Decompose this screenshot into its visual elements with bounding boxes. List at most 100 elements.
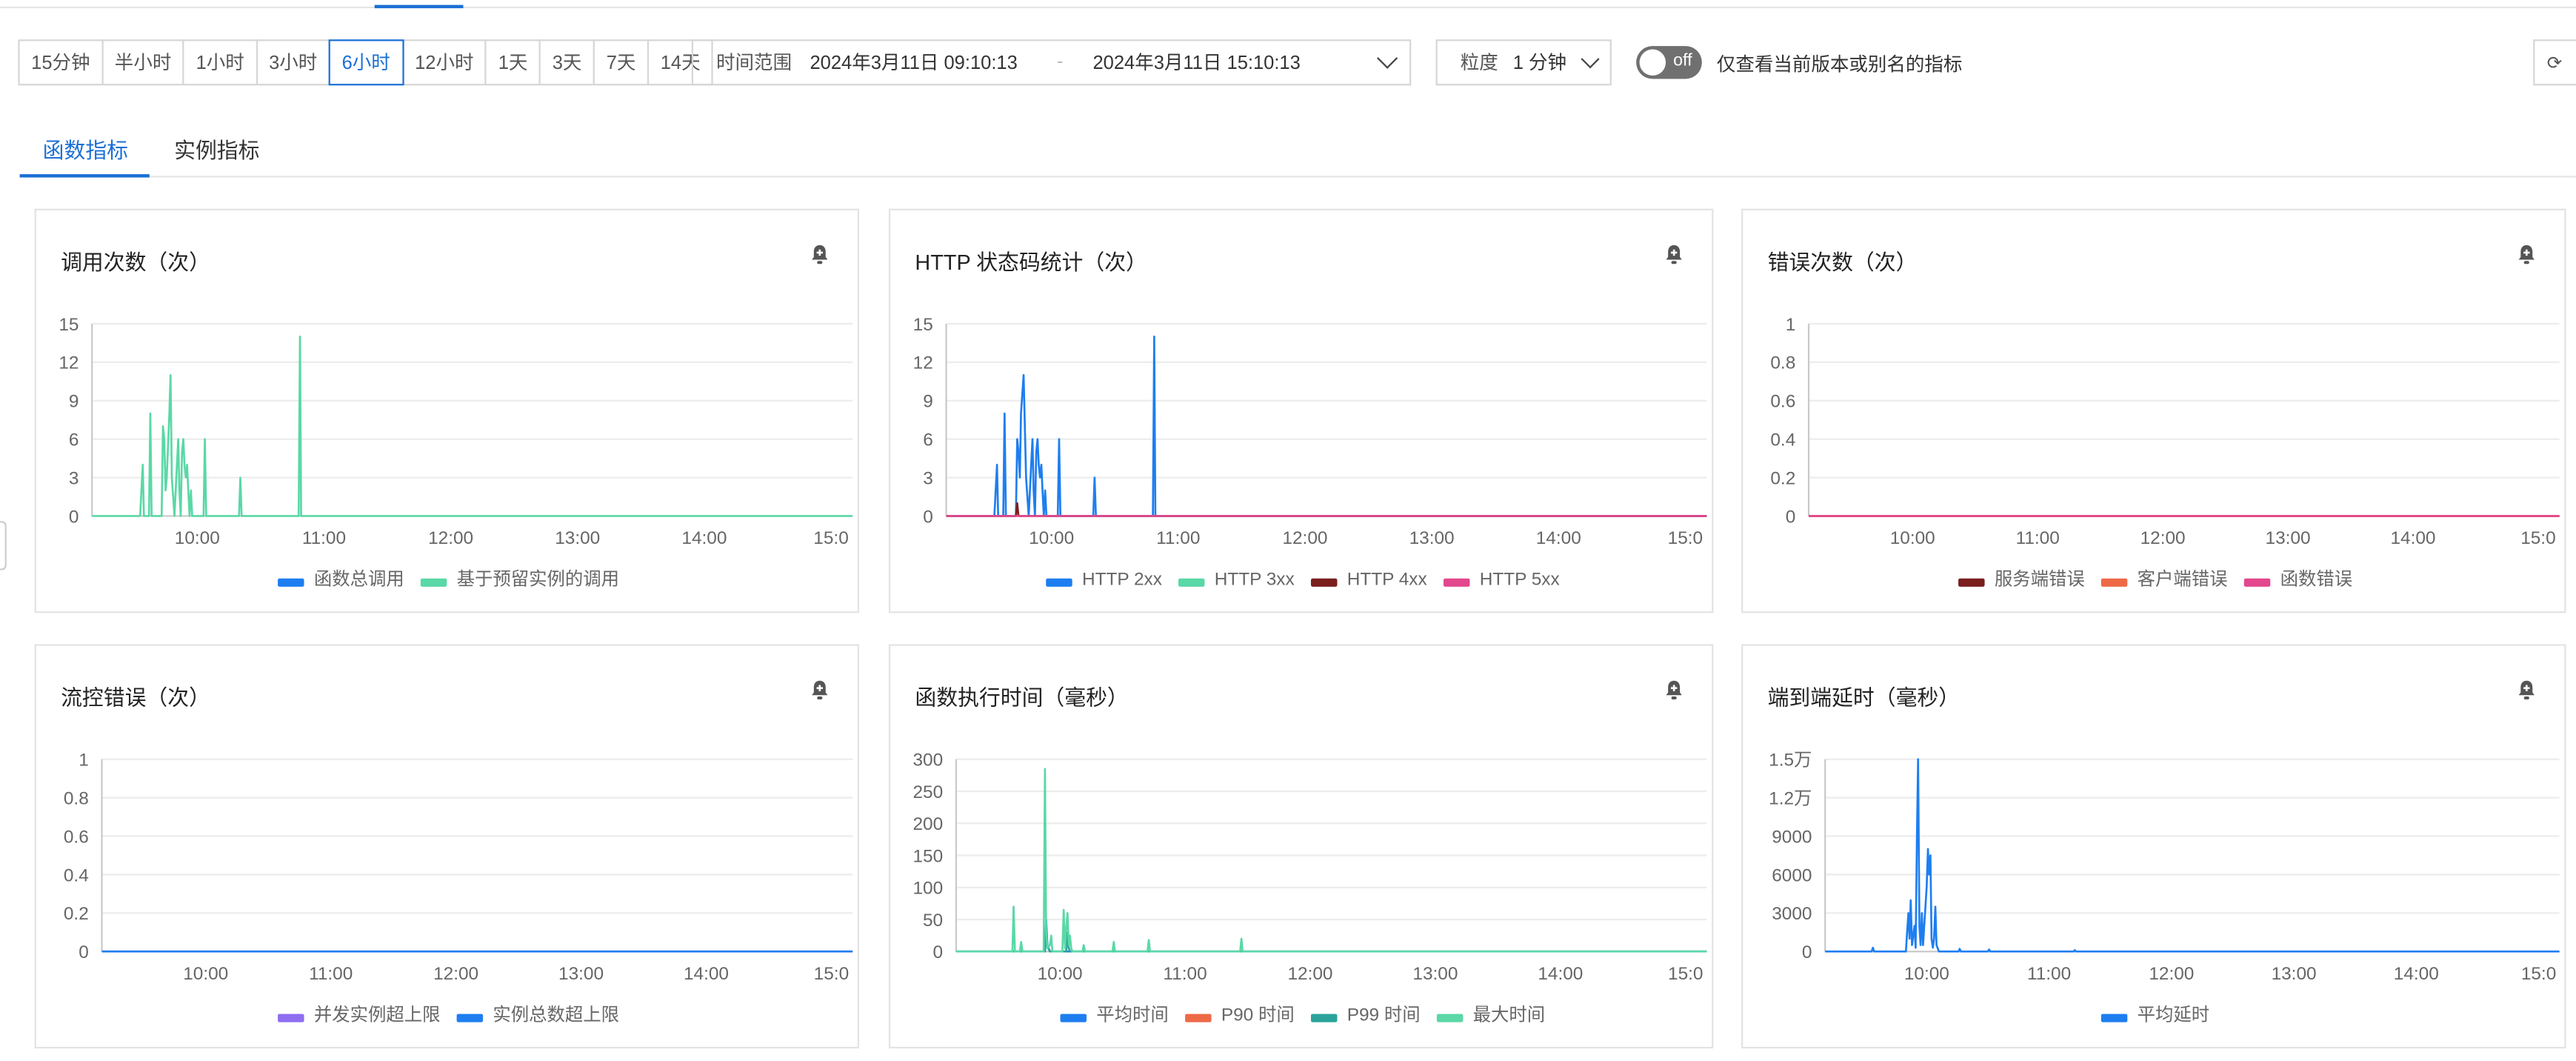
chart-panel: HTTP 状态码统计（次） 15 12 9 6 3 0 10:00 11:00 12:00 13:0… [888,208,1714,613]
x-tick-label: 15:0 [1668,964,1703,984]
refresh-button[interactable]: ⟳ [2533,39,2576,86]
x-tick-label: 12:00 [2140,528,2186,548]
active-tab-underline [19,174,150,178]
time-range-end: 2024年3月11日 15:10:13 [1092,54,1301,74]
time-range-picker[interactable]: 时间范围 2024年3月11日 09:10:13 - 2024年3月11日 15… [691,39,1412,86]
toggle-knob [1639,49,1666,76]
legend-item[interactable]: HTTP 3xx [1178,570,1295,590]
version-filter-toggle[interactable]: off [1636,46,1702,79]
legend-item[interactable]: 实例总数超上限 [456,1005,619,1025]
time-preset-button[interactable]: 7天 [593,39,650,86]
x-tick-label: 13:00 [555,528,600,548]
legend-item[interactable]: 服务端错误 [1958,570,2085,590]
legend-swatch [1310,1014,1338,1022]
legend-label: 函数错误 [2280,570,2352,590]
x-tick-label: 11:00 [1156,528,1200,548]
chart-title: 函数执行时间（毫秒） [915,685,1129,711]
chart-plot: 15 12 9 6 3 0 10:00 11:00 12:00 13:00 14:00 15:0 HTT… [913,315,1707,590]
alarm-bell-icon[interactable] [2515,243,2538,266]
y-tick-label: 1.5万 [1769,751,1812,771]
time-preset-button[interactable]: 3天 [538,39,595,86]
time-preset-button[interactable]: 15分钟 [18,39,104,86]
y-tick-label: 0.2 [1770,468,1795,488]
toggle-label: 仅查看当前版本或别名的指标 [1716,56,1963,76]
time-preset-button[interactable]: 3小时 [256,39,331,86]
legend-swatch [1436,1014,1464,1022]
chart-plot: 15 12 9 6 3 0 10:00 11:00 12:00 13:00 14:00 15:0 函数总… [59,315,853,590]
x-tick-label: 12:00 [428,528,473,548]
legend-swatch [278,1014,304,1022]
legend-item[interactable]: 并发实例超上限 [278,1005,440,1025]
chart-title: 错误次数（次） [1767,250,1918,275]
legend-label: 客户端错误 [2138,570,2228,590]
y-tick-label: 3000 [1772,904,1812,924]
legend-swatch [278,578,304,587]
x-tick-label: 13:00 [2272,964,2317,984]
y-tick-label: 1.2万 [1769,788,1812,808]
legend-label: 并发实例超上限 [314,1005,441,1025]
chart-panel: 流控错误（次） 1 0.8 0.6 0.4 0.2 0 10:00 11:00 12:00 13:0… [34,644,860,1049]
chart-title: 调用次数（次） [61,250,210,275]
legend-swatch [2100,1014,2128,1022]
legend-item[interactable]: 平均延时 [2100,1005,2209,1025]
legend-item[interactable]: 平均时间 [1060,1005,1169,1025]
time-preset-button[interactable]: 1小时 [182,39,258,86]
time-range-label: 时间范围 [716,54,793,74]
legend-item[interactable]: 最大时间 [1436,1005,1546,1025]
x-tick-label: 13:00 [1409,528,1455,548]
time-preset-button[interactable]: 半小时 [101,39,185,86]
legend-swatch [1178,578,1205,587]
refresh-icon: ⟳ [2546,53,2563,73]
legend-swatch [1443,578,1470,587]
legend-item[interactable]: 函数总调用 [278,570,404,590]
chart-plot: 1 0.8 0.6 0.4 0.2 0 10:00 11:00 12:00 13:00 14:00 1… [1770,315,2560,590]
y-tick-label: 250 [912,782,943,802]
y-tick-label: 0 [79,942,89,962]
alarm-bell-icon[interactable] [1663,679,1686,702]
time-preset-button[interactable]: 1天 [485,39,541,86]
y-tick-label: 300 [912,751,943,771]
x-tick-label: 14:00 [1538,964,1583,984]
tab-function-metrics[interactable]: 函数指标 [42,138,129,163]
time-preset-button[interactable]: 6小时 [328,39,404,86]
legend-label: 最大时间 [1473,1005,1546,1025]
series-line [955,768,1707,953]
legend-item[interactable]: P90 时间 [1185,1005,1295,1025]
granularity-select[interactable]: 粒度 1 分钟 [1435,39,1612,86]
x-tick-label: 11:00 [1163,964,1207,984]
y-tick-label: 15 [913,315,933,335]
x-tick-label: 10:00 [175,528,220,548]
legend-label: P90 时间 [1221,1005,1295,1025]
time-preset-button[interactable]: 14天 [647,39,714,86]
alarm-bell-icon[interactable] [808,243,831,266]
legend-item[interactable]: HTTP 4xx [1310,570,1427,590]
tab-instance-metrics[interactable]: 实例指标 [174,138,260,163]
x-tick-label: 13:00 [1412,964,1458,984]
legend-item[interactable]: HTTP 2xx [1046,570,1162,590]
y-tick-label: 1 [79,751,89,771]
y-tick-label: 0.2 [64,904,89,924]
x-tick-label: 14:00 [681,528,727,548]
x-tick-label: 10:00 [183,964,228,984]
granularity-value: 1 分钟 [1512,54,1567,74]
legend-item[interactable]: HTTP 5xx [1443,570,1560,590]
y-tick-label: 0 [69,507,79,527]
legend-item[interactable]: P99 时间 [1310,1005,1421,1025]
chart-panel: 错误次数（次） 1 0.8 0.6 0.4 0.2 0 10:00 11:00 12:00 13:0… [1741,208,2566,613]
x-tick-label: 14:00 [2394,964,2439,984]
chart-panel: 端到端延时（毫秒） 1.5万 1.2万 9000 6000 3000 0 10:00 11:00… [1741,644,2566,1049]
alarm-bell-icon[interactable] [1663,243,1686,266]
alarm-bell-icon[interactable] [808,679,831,702]
legend-item[interactable]: 函数错误 [2243,570,2352,590]
legend-item[interactable]: 客户端错误 [2100,570,2228,590]
y-tick-label: 12 [913,353,933,373]
legend-item[interactable]: 基于预留实例的调用 [420,570,619,590]
time-preset-button[interactable]: 12小时 [401,39,487,86]
legend-swatch [2100,578,2128,587]
chevron-down-icon [1376,47,1398,69]
legend-label: 函数总调用 [314,570,404,590]
y-tick-label: 15 [59,315,79,335]
alarm-bell-icon[interactable] [2515,679,2538,702]
side-drawer-handle[interactable] [0,521,7,571]
chart-title: 端到端延时（毫秒） [1767,685,1961,711]
